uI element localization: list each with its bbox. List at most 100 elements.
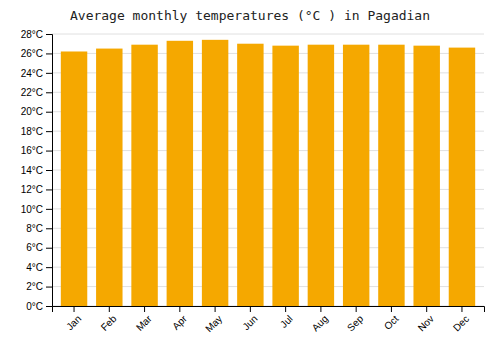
x-tick-mark	[74, 306, 75, 312]
bar	[308, 45, 334, 306]
y-tick-mark	[46, 53, 52, 54]
bar	[272, 46, 298, 306]
grid	[52, 34, 484, 306]
y-tick-label: 22°C	[21, 87, 43, 98]
x-tick: Apr	[170, 306, 189, 332]
y-tick-mark	[46, 267, 52, 268]
y-tick-label: 28°C	[21, 29, 43, 40]
x-tick-label: Feb	[99, 313, 119, 333]
y-axis: 0°C 2°C 4°C 6°C 8°C 10°C 12°C 14°C 16°C 18°C 20°C 2…	[21, 29, 53, 312]
y-tick-mark	[46, 228, 52, 229]
bar	[96, 49, 122, 306]
y-tick-mark	[46, 73, 52, 74]
y-tick: 8°C	[26, 223, 52, 234]
y-tick: 10°C	[21, 204, 52, 215]
y-tick: 0°C	[26, 301, 52, 312]
plot: 0°C 2°C 4°C 6°C 8°C 10°C 12°C 14°C 16°C 18°C 20°C 2…	[21, 29, 485, 335]
x-tick: Nov	[416, 306, 436, 333]
bar	[449, 48, 475, 306]
y-tick: 6°C	[26, 242, 52, 253]
title: Average monthly temperatures (°C ) in Pa…	[70, 8, 430, 23]
x-tick-mark	[250, 306, 251, 312]
bar	[167, 41, 193, 306]
y-tick-mark	[46, 112, 52, 113]
x-tick-mark	[215, 306, 216, 312]
y-tick-mark	[46, 92, 52, 93]
y-tick-label: 6°C	[26, 242, 43, 253]
grid-line	[52, 34, 484, 35]
x-tick-label: Aug	[310, 313, 330, 333]
y-tick: 16°C	[21, 145, 52, 156]
bar	[61, 51, 87, 306]
y-tick: 28°C	[21, 29, 52, 40]
y-tick-label: 8°C	[26, 223, 43, 234]
x-tick-mark	[391, 306, 392, 312]
y-tick-mark	[46, 170, 52, 171]
x-tick: Jun	[240, 306, 259, 332]
x-tick: Sep	[345, 306, 366, 333]
bar	[131, 45, 157, 306]
bar	[413, 46, 439, 306]
x-axis: Jan Feb Mar Apr May Jun Jul Aug Sep Oct Nov Dec	[53, 306, 485, 334]
y-tick-label: 4°C	[26, 262, 43, 273]
y-tick: 14°C	[21, 165, 52, 176]
y-tick: 12°C	[21, 184, 52, 195]
y-tick-label: 26°C	[21, 48, 43, 59]
x-tick-mark	[179, 306, 180, 312]
x-tick: May	[203, 306, 224, 334]
x-tick-mark	[285, 306, 286, 312]
x-tick-label: Jul	[278, 313, 295, 330]
x-tick: Jul	[278, 306, 295, 330]
x-tick-label: Dec	[451, 313, 471, 333]
y-tick-mark	[46, 189, 52, 190]
y-tick-label: 20°C	[21, 106, 43, 117]
x-tick-mark	[356, 306, 357, 312]
y-tick-mark	[46, 248, 52, 249]
x-tick-mark	[320, 306, 321, 312]
x-tick-label: Oct	[382, 313, 401, 332]
y-tick-label: 10°C	[21, 204, 43, 215]
x-tick: Dec	[451, 306, 471, 333]
y-tick-label: 0°C	[26, 301, 43, 312]
bar	[343, 45, 369, 306]
bar	[202, 40, 228, 306]
x-tick-mark	[144, 306, 145, 312]
x-tick: Jan	[64, 306, 83, 332]
x-tick-mark	[426, 306, 427, 312]
bar	[378, 45, 404, 306]
x-tick-label: Jun	[240, 313, 259, 332]
y-tick-mark	[46, 306, 52, 307]
x-tick: Oct	[382, 306, 401, 332]
y-tick: 20°C	[21, 106, 52, 117]
x-tick-mark	[109, 306, 110, 312]
y-tick-mark	[46, 131, 52, 132]
x-axis-line	[53, 307, 485, 313]
chart: Average monthly temperatures (°C ) in Pa…	[0, 0, 500, 350]
y-tick-mark	[46, 209, 52, 210]
x-tick: Aug	[310, 306, 330, 333]
y-tick-mark	[46, 34, 52, 35]
y-tick-label: 14°C	[21, 165, 43, 176]
y-tick: 26°C	[21, 48, 52, 59]
x-tick-label: Mar	[134, 313, 154, 333]
bar	[237, 44, 263, 306]
y-axis-line	[46, 35, 53, 307]
bars	[61, 40, 475, 306]
x-tick: Mar	[134, 306, 154, 333]
x-tick-label: Nov	[416, 313, 436, 333]
y-tick-label: 18°C	[21, 126, 43, 137]
y-tick-mark	[46, 151, 52, 152]
y-tick-label: 24°C	[21, 68, 43, 79]
y-tick-label: 16°C	[21, 145, 43, 156]
x-tick-label: May	[203, 313, 224, 334]
y-tick-label: 2°C	[26, 281, 43, 292]
y-tick: 22°C	[21, 87, 52, 98]
x-tick: Feb	[99, 306, 119, 333]
x-tick-label: Sep	[345, 313, 366, 334]
y-tick-label: 12°C	[21, 184, 43, 195]
y-tick: 18°C	[21, 126, 52, 137]
y-tick: 24°C	[21, 68, 52, 79]
x-tick-mark	[461, 306, 462, 312]
y-tick: 4°C	[26, 262, 52, 273]
y-tick-mark	[46, 287, 52, 288]
